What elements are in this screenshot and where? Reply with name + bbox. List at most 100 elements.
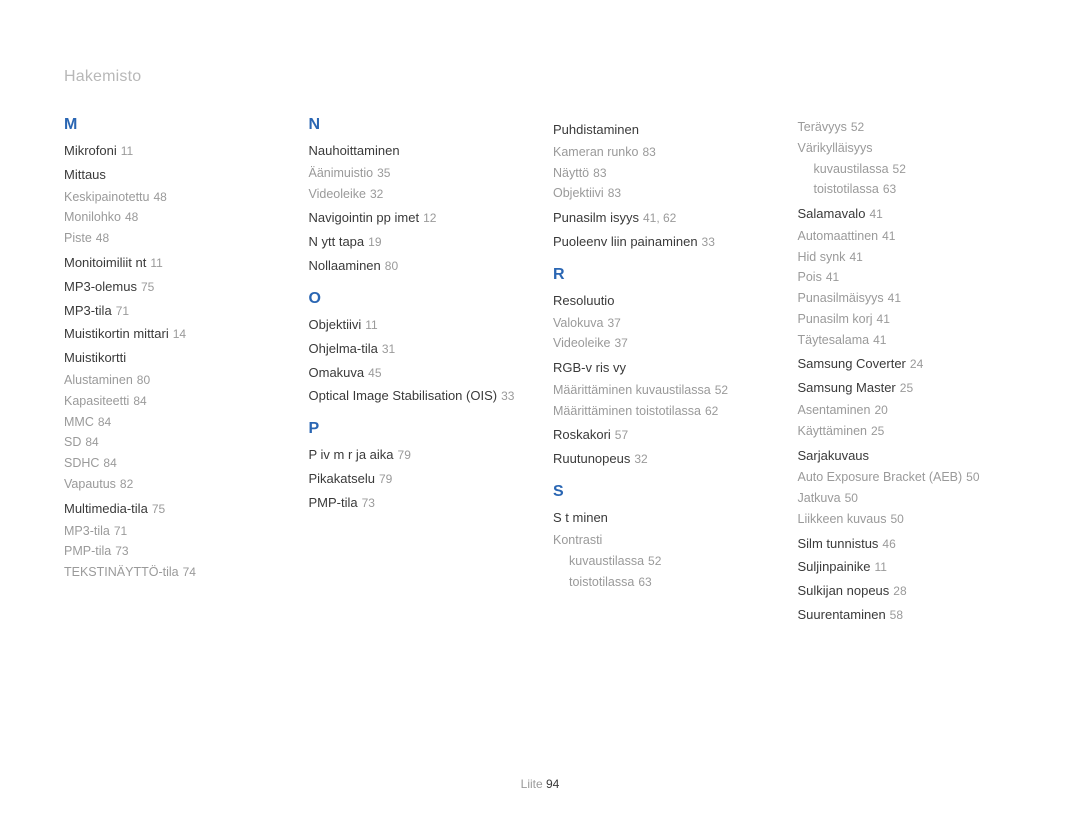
index-subentry[interactable]: Määrittäminen toistotilassa62 [553,402,780,421]
entry-label: Terävyys [798,120,847,134]
index-subentry[interactable]: TEKSTINÄYTTÖ-tila74 [64,563,291,582]
index-entry[interactable]: Optical Image Stabilisation (OIS)33 [309,387,536,406]
index-subentry[interactable]: Objektiivi83 [553,184,780,203]
index-entry[interactable]: Muistikortin mittari14 [64,325,291,344]
index-entry[interactable]: Suljinpainike11 [798,558,1025,577]
index-subentry[interactable]: Täytesalama41 [798,331,1025,350]
index-entry[interactable]: Nauhoittaminen [309,142,536,161]
entry-label: Punasilm korj [798,312,873,326]
entry-label: Suljinpainike [798,559,871,574]
index-entry[interactable]: Mikrofoni11 [64,142,291,161]
index-subsubentry[interactable]: kuvaustilassa52 [814,160,1025,179]
index-entry[interactable]: Punasilm isyys41, 62 [553,209,780,228]
entry-label: P iv m r ja aika [309,447,394,462]
index-entry[interactable]: N ytt tapa19 [309,233,536,252]
index-subentry[interactable]: Määrittäminen kuvaustilassa52 [553,381,780,400]
index-entry[interactable]: Samsung Master25 [798,379,1025,398]
index-subentry[interactable]: Keskipainotettu48 [64,188,291,207]
index-subentry[interactable]: Kontrasti [553,531,780,550]
index-subentry[interactable]: Näyttö83 [553,164,780,183]
index-entry[interactable]: Monitoimiliit nt 11 [64,254,291,273]
index-entry[interactable]: RGB-v ris vy [553,359,780,378]
entry-page: 48 [96,231,109,245]
index-subentry[interactable]: Jatkuva50 [798,489,1025,508]
entry-page: 11 [150,256,162,270]
entry-page: 11 [365,318,377,332]
index-subentry[interactable]: Asentaminen20 [798,401,1025,420]
index-entry[interactable]: Objektiivi11 [309,316,536,335]
entry-label: Sarjakuvaus [798,448,870,463]
index-subentry[interactable]: MMC84 [64,413,291,432]
index-entry[interactable]: MP3-olemus75 [64,278,291,297]
entry-page: 84 [85,435,98,449]
index-subentry[interactable]: Kapasiteetti84 [64,392,291,411]
index-entry[interactable]: Puhdistaminen [553,121,780,140]
index-subentry[interactable]: Äänimuistio35 [309,164,536,183]
index-subsubentry[interactable]: kuvaustilassa52 [569,552,780,571]
index-subentry[interactable]: Piste48 [64,229,291,248]
entry-page: 48 [153,190,166,204]
entry-label: Äänimuistio [309,166,374,180]
index-subentry[interactable]: Kameran runko83 [553,143,780,162]
index-entry[interactable]: Ohjelma-tila31 [309,340,536,359]
index-subentry[interactable]: Pois41 [798,268,1025,287]
index-subsubentry[interactable]: toistotilassa63 [814,180,1025,199]
index-subentry[interactable]: Punasilmäisyys41 [798,289,1025,308]
index-entry[interactable]: Omakuva45 [309,364,536,383]
index-entry[interactable]: PMP-tila73 [309,494,536,513]
entry-label: Objektiivi [553,186,604,200]
index-entry[interactable]: Pikakatselu79 [309,470,536,489]
index-subentry[interactable]: Terävyys 52 [798,118,1025,137]
index-entry[interactable]: S t minen [553,509,780,528]
index-subsubentry[interactable]: toistotilassa63 [569,573,780,592]
index-entry[interactable]: MP3-tila71 [64,302,291,321]
index-subentry[interactable]: Videoleike37 [553,334,780,353]
index-subentry[interactable]: Auto Exposure Bracket (AEB)50 [798,468,1025,487]
index-entry[interactable]: Navigointin pp imet12 [309,209,536,228]
index-subentry[interactable]: SD84 [64,433,291,452]
entry-page: 52 [648,554,661,568]
entry-page: 52 [851,120,864,134]
index-subentry[interactable]: Vapautus82 [64,475,291,494]
index-entry[interactable]: Sarjakuvaus [798,447,1025,466]
index-column: NNauhoittaminenÄänimuistio35Videoleike32… [309,116,536,628]
entry-page: 35 [377,166,390,180]
index-subentry[interactable]: SDHC84 [64,454,291,473]
index-entry[interactable]: Sulkijan nopeus28 [798,582,1025,601]
index-entry[interactable]: Multimedia-tila75 [64,500,291,519]
index-subentry[interactable]: Automaattinen41 [798,227,1025,246]
index-subentry[interactable]: Valokuva37 [553,314,780,333]
index-entry[interactable]: Roskakori57 [553,426,780,445]
entry-page: 58 [890,608,903,622]
footer-label: Liite [521,777,543,791]
index-entry[interactable]: Muistikortti [64,349,291,368]
index-subentry[interactable]: Videoleike32 [309,185,536,204]
index-subentry[interactable]: Liikkeen kuvaus50 [798,510,1025,529]
entry-label: Jatkuva [798,491,841,505]
index-subentry[interactable]: Punasilm korj41 [798,310,1025,329]
index-entry[interactable]: Resoluutio [553,292,780,311]
entry-label: Monitoimiliit nt [64,255,146,270]
index-entry[interactable]: Mittaus [64,166,291,185]
index-subentry[interactable]: Hid synk41 [798,248,1025,267]
index-subentry[interactable]: PMP-tila73 [64,542,291,561]
index-entry[interactable]: Salamavalo41 [798,205,1025,224]
entry-label: Puoleenv liin painaminen [553,234,698,249]
index-subentry[interactable]: Käyttäminen25 [798,422,1025,441]
index-subentry[interactable]: MP3-tila71 [64,522,291,541]
index-subentry[interactable]: Monilohko48 [64,208,291,227]
index-entry[interactable]: Suurentaminen58 [798,606,1025,625]
index-entry[interactable]: Samsung Coverter24 [798,355,1025,374]
index-entry[interactable]: Nollaaminen80 [309,257,536,276]
index-entry[interactable]: Puoleenv liin painaminen33 [553,233,780,252]
index-entry[interactable]: P iv m r ja aika79 [309,446,536,465]
entry-label: Samsung Coverter [798,356,906,371]
entry-label: Samsung Master [798,380,896,395]
index-subentry[interactable]: Alustaminen80 [64,371,291,390]
entry-label: toistotilassa [814,182,879,196]
index-entry[interactable]: Silm tunnistus46 [798,535,1025,554]
index-subentry[interactable]: Värikylläisyys [798,139,1025,158]
index-entry[interactable]: Ruutunopeus32 [553,450,780,469]
entry-page: 57 [615,428,628,442]
entry-page: 32 [634,452,647,466]
